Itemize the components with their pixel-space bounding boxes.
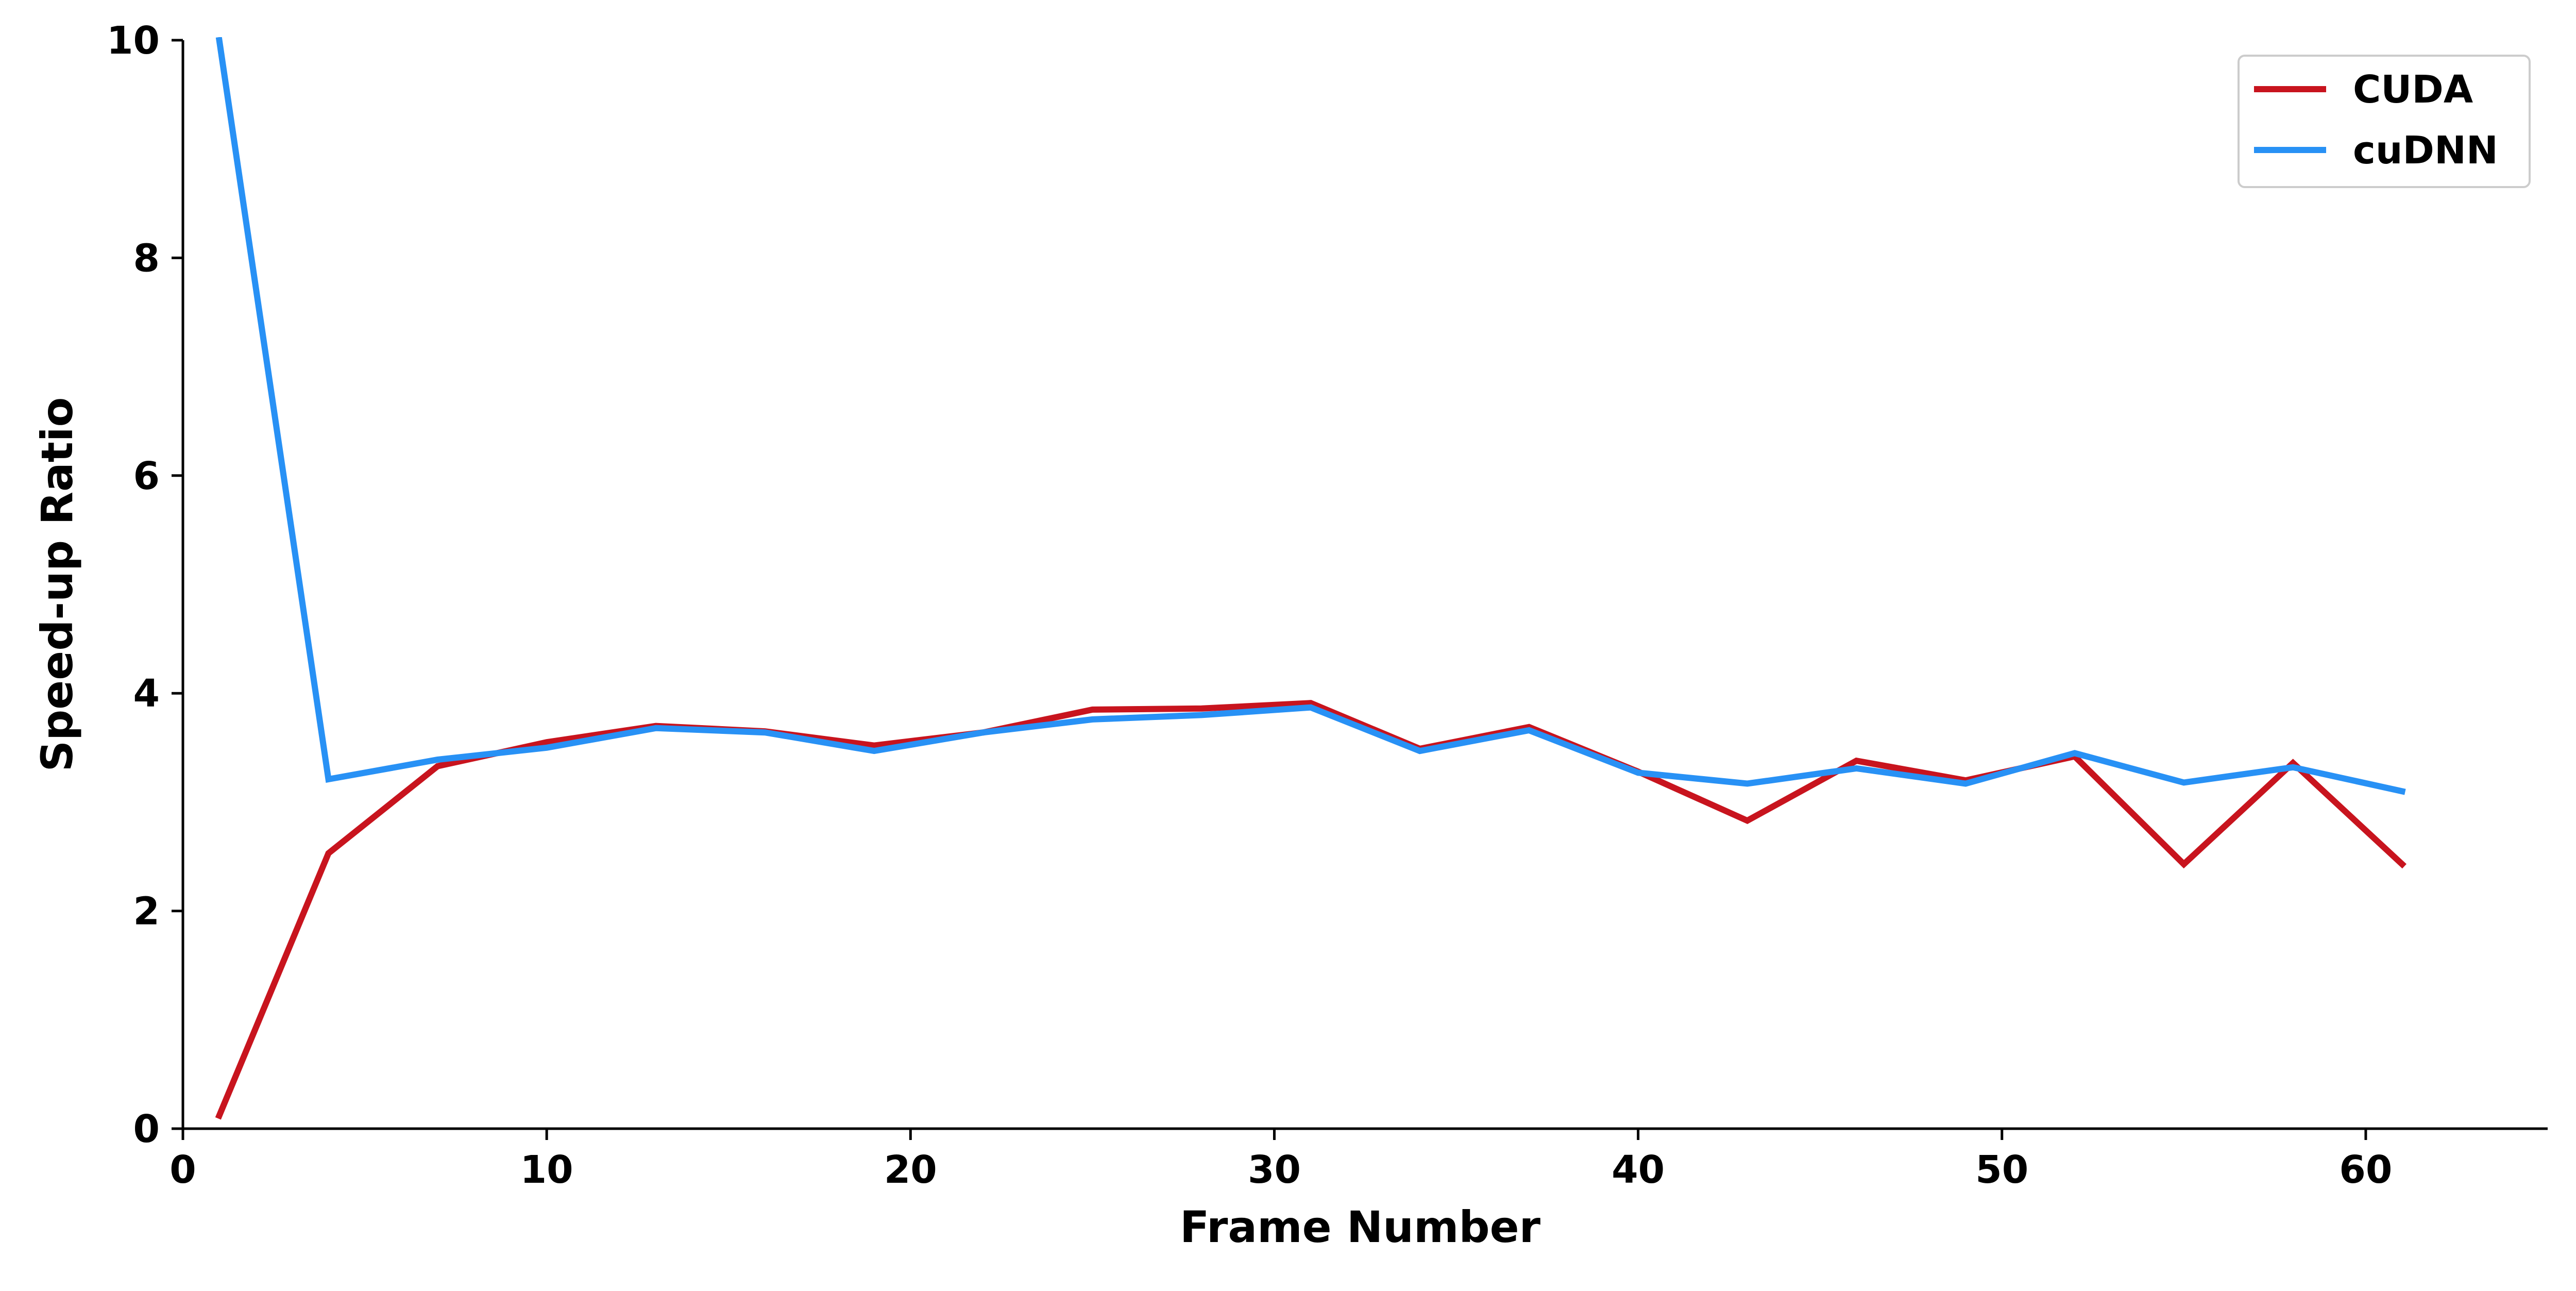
series-lines (215, 37, 2406, 1120)
x-tick-label: 30 (1248, 1148, 1301, 1192)
y-axis-title: Speed-up Ratio (32, 397, 82, 772)
x-tick-label: 0 (170, 1148, 196, 1192)
x-tick-label: 40 (1612, 1148, 1665, 1192)
legend-label-cuda: CUDA (2353, 68, 2473, 112)
y-tick-label: 0 (133, 1107, 160, 1151)
series-line-cuda (215, 700, 2406, 1120)
x-axis-title: Frame Number (1180, 1202, 1541, 1252)
legend: CUDA cuDNN (2238, 55, 2531, 188)
y-tick-label: 10 (107, 19, 160, 63)
y-tick-label: 2 (133, 890, 160, 934)
x-tick-label: 20 (884, 1148, 937, 1192)
legend-label-cudnn: cuDNN (2353, 128, 2498, 173)
series-line-cudnn (215, 37, 2406, 795)
y-tick-label: 4 (133, 672, 160, 716)
x-tick-label: 60 (2339, 1148, 2392, 1192)
y-tick-label: 6 (133, 454, 160, 498)
y-tick-label: 8 (133, 236, 160, 280)
x-tick-label: 50 (1975, 1148, 2028, 1192)
x-tick-label: 10 (520, 1148, 573, 1192)
axes: 0 10 20 30 40 50 60 0 2 4 6 8 10 Frame Number Speed-up… (32, 19, 2548, 1252)
